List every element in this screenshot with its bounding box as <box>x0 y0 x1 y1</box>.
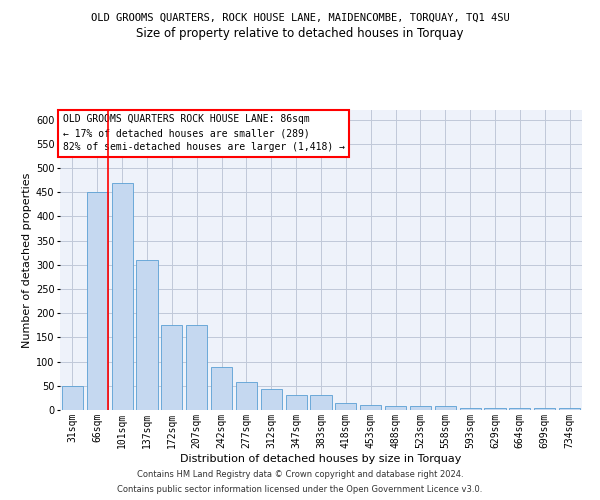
Bar <box>236 382 257 410</box>
Bar <box>559 408 580 410</box>
Bar <box>509 408 530 410</box>
Bar <box>385 406 406 410</box>
Bar <box>310 396 332 410</box>
Bar <box>211 368 232 410</box>
Bar <box>286 396 307 410</box>
Bar <box>136 260 158 410</box>
Bar <box>410 406 431 410</box>
Bar <box>435 406 456 410</box>
Y-axis label: Number of detached properties: Number of detached properties <box>22 172 32 348</box>
Bar <box>534 408 555 410</box>
Text: Size of property relative to detached houses in Torquay: Size of property relative to detached ho… <box>136 28 464 40</box>
Bar <box>161 326 182 410</box>
Text: Contains HM Land Registry data © Crown copyright and database right 2024.: Contains HM Land Registry data © Crown c… <box>137 470 463 479</box>
Text: Contains public sector information licensed under the Open Government Licence v3: Contains public sector information licen… <box>118 485 482 494</box>
Bar <box>186 326 207 410</box>
Bar <box>484 408 506 410</box>
Text: OLD GROOMS QUARTERS, ROCK HOUSE LANE, MAIDENCOMBE, TORQUAY, TQ1 4SU: OLD GROOMS QUARTERS, ROCK HOUSE LANE, MA… <box>91 12 509 22</box>
Bar <box>87 192 108 410</box>
Bar <box>335 402 356 410</box>
Bar <box>360 405 381 410</box>
Bar <box>112 182 133 410</box>
Bar <box>261 389 282 410</box>
Text: OLD GROOMS QUARTERS ROCK HOUSE LANE: 86sqm
← 17% of detached houses are smaller : OLD GROOMS QUARTERS ROCK HOUSE LANE: 86s… <box>62 114 344 152</box>
Bar <box>62 386 83 410</box>
X-axis label: Distribution of detached houses by size in Torquay: Distribution of detached houses by size … <box>181 454 461 464</box>
Bar <box>460 408 481 410</box>
